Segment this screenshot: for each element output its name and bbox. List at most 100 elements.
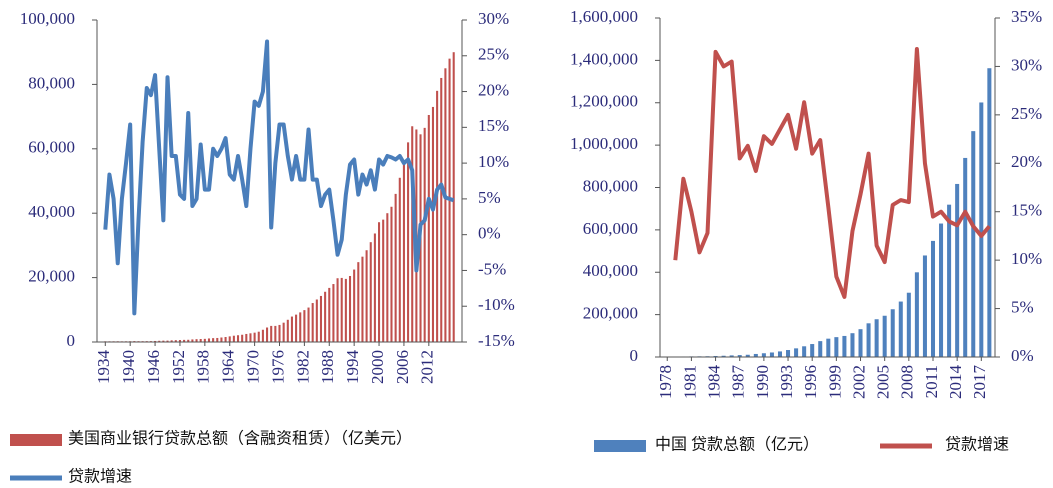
bar <box>332 284 335 342</box>
bar <box>979 102 984 357</box>
x-tick-label: 1976 <box>268 350 287 384</box>
bar <box>266 327 269 342</box>
bar <box>753 353 758 357</box>
y-tick-label: 800,000 <box>583 176 638 195</box>
bar <box>236 335 240 342</box>
bar <box>207 338 211 342</box>
bar <box>761 353 766 357</box>
bar <box>906 292 911 357</box>
bar <box>261 329 264 342</box>
bar <box>361 256 364 342</box>
bar <box>174 340 177 342</box>
bar <box>166 340 169 342</box>
bar <box>930 240 936 357</box>
x-tick-label: 2011 <box>922 365 941 398</box>
y2-tick-label: 20% <box>1011 152 1042 171</box>
legend-label: 贷款增速 <box>945 436 1009 454</box>
bar <box>369 242 372 342</box>
bar <box>270 325 273 342</box>
y2-tick-label: -15% <box>478 331 515 350</box>
y2-tick-label: 0% <box>1011 346 1034 365</box>
y-tick-label: 200,000 <box>583 304 638 323</box>
x-tick-label: 2014 <box>946 365 965 400</box>
bar <box>257 331 260 342</box>
bar <box>191 339 194 342</box>
y2-tick-label: 10% <box>478 152 509 171</box>
bar <box>777 351 783 357</box>
bar <box>365 250 368 342</box>
bar <box>199 339 202 342</box>
x-tick-label: 2008 <box>898 365 917 399</box>
bar <box>842 335 847 357</box>
bar <box>826 338 831 357</box>
bar <box>394 193 397 342</box>
bar <box>187 339 190 342</box>
bar <box>378 222 381 342</box>
bar <box>452 52 455 342</box>
bar <box>411 126 414 342</box>
bar <box>721 355 726 357</box>
bar <box>398 177 401 342</box>
bar <box>315 299 318 342</box>
bar <box>278 324 281 342</box>
x-tick-label: 2005 <box>874 365 893 399</box>
legend-label: 美国商业银行贷款总额（含融资租赁）（亿美元） <box>68 430 412 448</box>
y2-tick-label: 30% <box>1011 55 1042 74</box>
x-tick-label: 1999 <box>825 365 844 399</box>
bar <box>745 354 750 357</box>
bar <box>290 316 293 342</box>
bar <box>282 322 285 342</box>
bar <box>786 350 791 357</box>
bar <box>866 323 871 357</box>
bar <box>939 223 944 357</box>
y-tick-label: 0 <box>67 331 76 350</box>
bar <box>212 338 215 342</box>
x-tick-label: 1978 <box>656 365 675 399</box>
bar <box>357 262 360 342</box>
y-tick-label: 60,000 <box>28 138 75 157</box>
y-tick-label: 1,000,000 <box>570 134 638 153</box>
x-tick-label: 1964 <box>219 350 238 385</box>
y2-tick-label: 5% <box>1011 297 1034 316</box>
bar <box>431 106 435 342</box>
bar <box>818 341 823 357</box>
x-tick-label: 1996 <box>801 365 820 399</box>
y-tick-label: 1,400,000 <box>570 49 638 68</box>
bar <box>170 340 173 342</box>
bar <box>390 206 393 342</box>
bar <box>311 303 314 342</box>
bar <box>307 307 310 342</box>
x-tick-label: 2002 <box>849 365 868 399</box>
bar <box>898 301 903 357</box>
bar <box>178 340 181 342</box>
bar <box>228 336 231 342</box>
y2-tick-label: 10% <box>1011 249 1042 268</box>
bar <box>971 131 976 357</box>
y2-tick-label: 0% <box>478 224 501 243</box>
bar <box>328 287 331 342</box>
legend-label: 中国 贷款总额（亿元） <box>655 436 819 454</box>
bar <box>340 277 343 342</box>
bar <box>245 333 248 342</box>
bar <box>407 142 410 342</box>
bar <box>224 337 227 342</box>
x-tick-label: 1982 <box>293 350 312 384</box>
bar <box>203 338 206 342</box>
line-series <box>673 46 991 299</box>
y-tick-label: 1,600,000 <box>570 7 638 26</box>
bar <box>737 355 742 357</box>
bar <box>249 333 252 342</box>
y2-tick-label: 15% <box>1011 201 1042 220</box>
x-tick-label: 1988 <box>318 350 337 384</box>
bar <box>386 213 389 342</box>
bar <box>183 339 186 342</box>
y-tick-label: 0 <box>630 346 639 365</box>
bar <box>286 319 289 342</box>
y2-tick-label: 20% <box>478 80 509 99</box>
x-tick-label: 1946 <box>144 350 163 384</box>
y2-tick-label: -5% <box>478 259 506 278</box>
bar <box>382 219 385 342</box>
bar <box>444 68 447 343</box>
bar <box>303 310 306 342</box>
